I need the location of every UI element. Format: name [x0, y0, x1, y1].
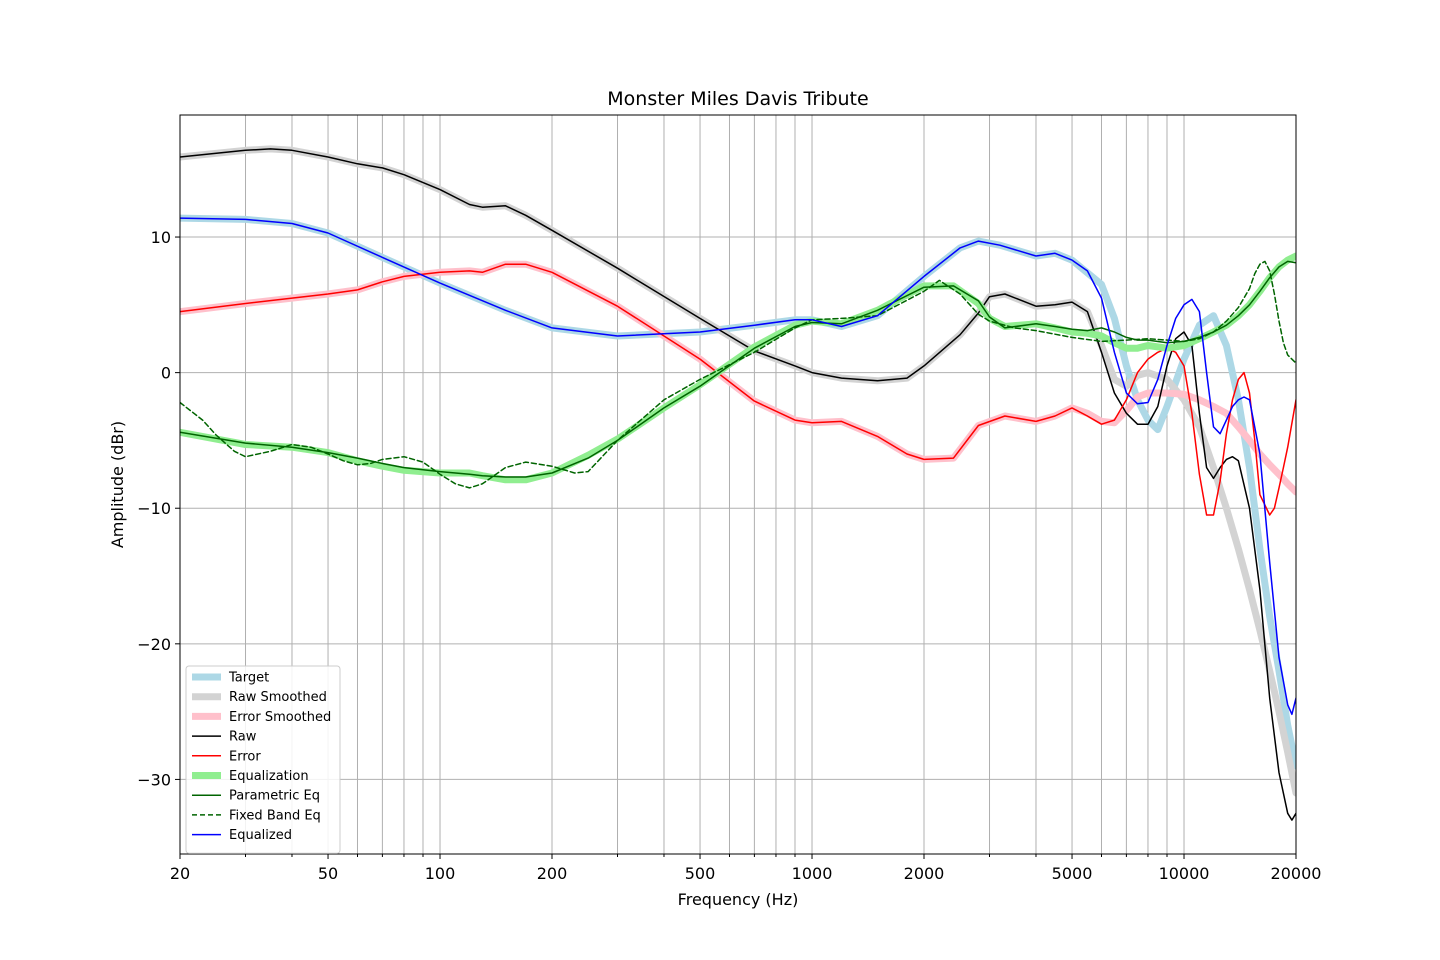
x-tick-label: 500 — [685, 864, 716, 883]
x-tick-label: 2000 — [904, 864, 945, 883]
x-tick-label: 200 — [537, 864, 568, 883]
series-layer — [180, 145, 1296, 821]
y-tick-label: 10 — [151, 228, 171, 247]
y-tick-label: −20 — [137, 635, 171, 654]
y-tick-label: −30 — [137, 770, 171, 789]
x-tick-label: 20 — [170, 864, 190, 883]
legend-box — [185, 665, 341, 854]
grid — [179, 115, 1297, 854]
x-tick-label: 100 — [425, 864, 456, 883]
plot-frame — [179, 114, 1297, 855]
x-axis: 20 50 100 200 500 1000 2000 5000 10000 20000 — [170, 854, 1322, 883]
series-line-equalized — [180, 217, 1296, 716]
y-axis: 10 0 −10 −20 −30 — [137, 228, 180, 789]
x-axis-label: Frequency (Hz) — [678, 890, 799, 909]
legend-label: Parametric Eq — [229, 789, 320, 804]
y-axis-label: Amplitude (dBr) — [108, 421, 127, 548]
legend-label: Error Smoothed — [229, 710, 331, 725]
x-tick-label: 50 — [318, 864, 338, 883]
series-line-raw — [180, 148, 1296, 821]
x-tick-label: 1000 — [792, 864, 833, 883]
chart-title: Monster Miles Davis Tribute — [607, 88, 868, 110]
legend-label: Raw Smoothed — [229, 690, 327, 705]
y-tick-label: 0 — [161, 364, 171, 383]
legend-label: Fixed Band Eq — [229, 808, 321, 823]
legend-label: Target — [228, 671, 269, 686]
y-tick-label: −10 — [137, 499, 171, 518]
legend-label: Error — [229, 749, 261, 764]
x-tick-label: 10000 — [1159, 864, 1210, 883]
legend-label: Equalization — [229, 769, 309, 784]
series-line-error — [180, 263, 1296, 516]
legend-label: Equalized — [229, 828, 292, 843]
x-tick-label: 20000 — [1271, 864, 1322, 883]
legend: Target Raw Smoothed Error Smoothed Raw Error… — [185, 665, 341, 854]
x-tick-label: 5000 — [1052, 864, 1093, 883]
legend-label: Raw — [229, 730, 257, 745]
